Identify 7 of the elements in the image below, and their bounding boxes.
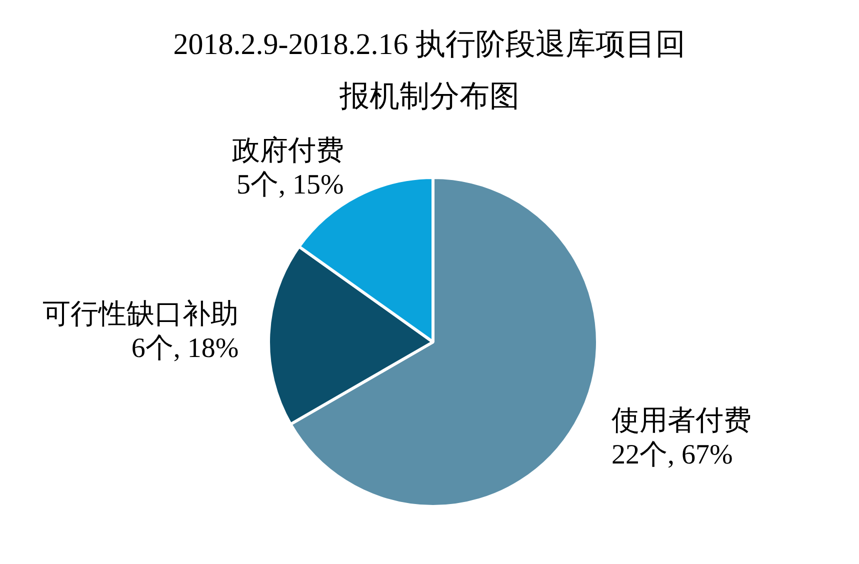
data-label: 22个, 67%: [611, 440, 733, 471]
slice-label: 政府付费: [232, 135, 344, 166]
slice-label: 可行性缺口补助: [42, 299, 239, 330]
slice-label: 使用者付费: [611, 406, 752, 437]
data-label: 6个, 18%: [131, 333, 239, 364]
chart-title: 2018.2.9-2018.2.16 执行阶段退库项目回报机制分布图: [173, 28, 686, 113]
data-label: 5个, 15%: [236, 169, 344, 200]
